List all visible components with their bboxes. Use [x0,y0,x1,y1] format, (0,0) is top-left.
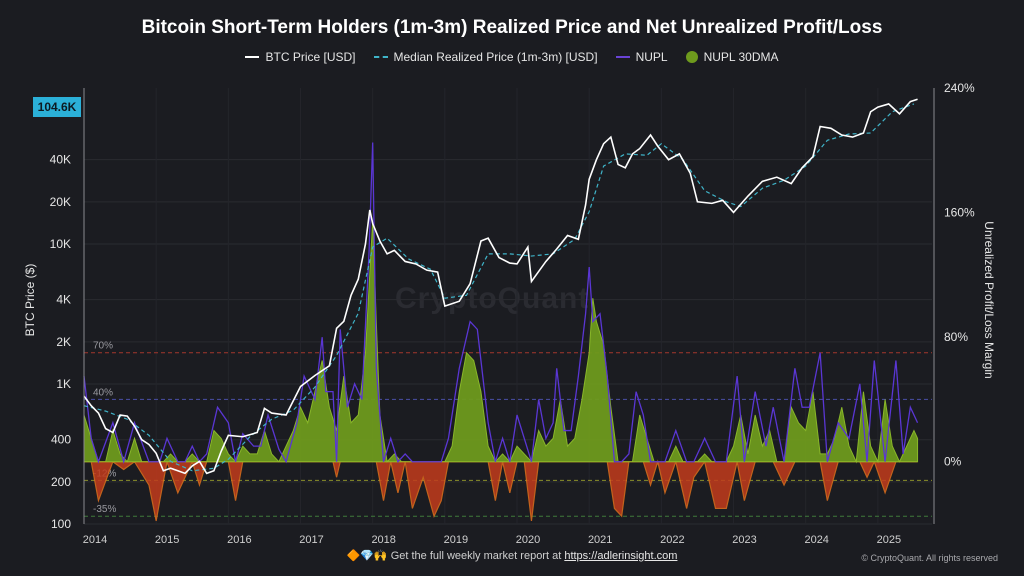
median-realized-swatch [373,56,388,58]
legend-median-realized-label: Median Realized Price (1m-3m) [USD] [393,50,598,64]
x-tick-label: 2019 [444,534,468,546]
axes [83,88,935,524]
y2-tick-label: 0% [944,455,962,469]
x-tick-label: 2017 [299,534,323,546]
nupl-negative-fill [84,459,918,522]
legend-nupl-30dma[interactable]: NUPL 30DMA [685,50,779,64]
btc-price-swatch [245,56,260,58]
reference-line-label: -35% [93,504,116,515]
nupl-series-line [83,142,919,465]
x-tick-label: 2014 [83,534,107,546]
nupl-swatch [615,56,630,58]
reference-line-label: 40% [93,387,113,398]
y-tick-label: 40K [50,153,71,167]
legend-nupl-label: NUPL [635,50,668,64]
x-tick-label: 2025 [877,534,901,546]
btc-price-line [83,98,918,475]
nupl-negative-area [84,459,918,522]
x-tick-label: 2022 [660,534,684,546]
y2-tick-label: 80% [944,330,968,344]
footer-link[interactable]: https://adlerinsight.com [564,550,678,562]
y-tick-label: 100 [51,517,71,531]
nupl-30dma-fill [83,220,919,464]
reference-line-label: 70% [93,341,113,352]
chart-title: Bitcoin Short-Term Holders (1m-3m) Reali… [141,17,883,38]
y-tick-label: 10K [50,237,71,251]
x-tick-label: 2023 [732,534,756,546]
legend-median-realized[interactable]: Median Realized Price (1m-3m) [USD] [373,50,598,64]
chart-legend: BTC Price [USD] Median Realized Price (1… [0,50,1024,64]
nupl-30dma-swatch [685,51,698,63]
y-tick-label: 200 [51,475,71,489]
price-lines [83,98,918,475]
footer: 🔶💎🙌 Get the full weekly market report at… [0,549,1024,562]
x-tick-label: 2016 [227,534,251,546]
x-tick-label: 2015 [155,534,179,546]
footer-text: Get the full weekly market report at [390,550,562,562]
y2-axis-title: Unrealized Profit/Loss Margin [982,221,996,378]
legend-nupl-30dma-label: NUPL 30DMA [703,50,779,64]
y-axis-title: BTC Price ($) [23,264,37,337]
legend-btc-price[interactable]: BTC Price [USD] [245,50,356,64]
y-tick-label: 2K [56,335,71,349]
nupl-line [83,142,919,465]
reference-lines: 70%40%-12%-35% [84,341,932,517]
current-price-badge: 104.6K [33,97,81,117]
median-realized-line [83,103,915,472]
watermark: CryptoQuant [395,282,590,315]
x-tick-label: 2024 [804,534,828,546]
y2-tick-label: 160% [944,206,975,220]
x-tick-label: 2020 [516,534,540,546]
tick-labels: 100 200 400 1K 2K 4K 10K 20K 40K 0% 80% 160% 240% 201… [23,81,996,546]
x-tick-label: 2018 [371,534,395,546]
x-tick-label: 2021 [588,534,612,546]
y-tick-label: 400 [51,433,71,447]
y-tick-label: 4K [56,293,71,307]
y-tick-label: 1K [56,377,71,391]
footer-emoji: 🔶💎🙌 [346,550,388,562]
nupl-30dma-area [83,220,919,464]
y2-tick-label: 240% [944,81,975,95]
legend-nupl[interactable]: NUPL [615,50,668,64]
copyright: © CryptoQuant. All rights reserved [861,553,998,563]
y-tick-label: 20K [50,195,71,209]
legend-btc-price-label: BTC Price [USD] [265,50,356,64]
